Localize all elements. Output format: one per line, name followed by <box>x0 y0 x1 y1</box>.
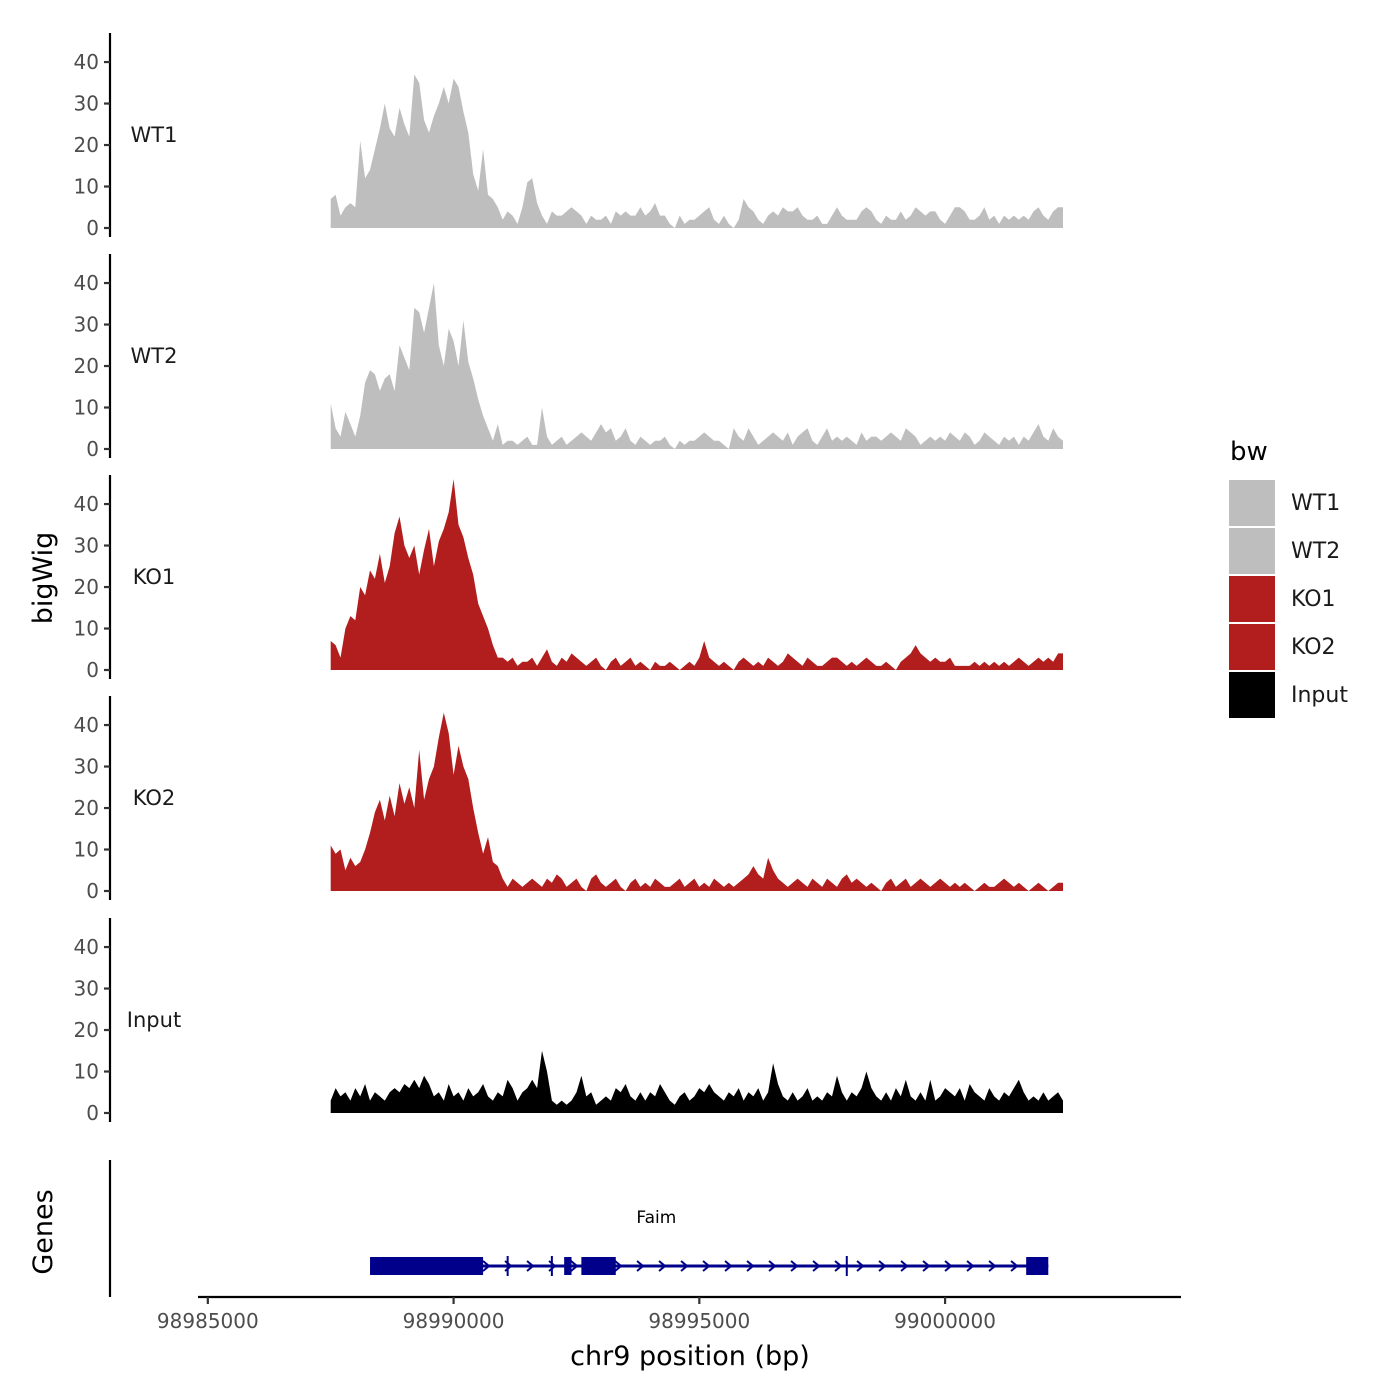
legend-swatch-wt1 <box>1229 480 1275 526</box>
y-axis-title: bigWig <box>28 532 59 625</box>
track-wt2: 0 10 20 30 40 WT2 <box>74 254 1063 461</box>
y-tick-label: 10 <box>74 396 99 420</box>
legend-swatch-wt2 <box>1229 528 1275 574</box>
track-ko1: 0 10 20 30 40 KO1 <box>74 475 1063 682</box>
legend-swatch-ko2 <box>1229 624 1275 670</box>
y-tick-label: 20 <box>74 354 99 378</box>
y-tick-label: 40 <box>74 271 99 295</box>
x-tick-label: 99000000 <box>894 1309 996 1333</box>
gene-faim: Faim <box>370 1208 1049 1276</box>
y-tick-label: 0 <box>86 437 99 461</box>
legend-label-wt2: WT2 <box>1291 539 1340 564</box>
legend-label-input: Input <box>1291 683 1348 708</box>
y-tick-label: 20 <box>74 133 99 157</box>
y-tick-label: 30 <box>74 755 99 779</box>
track-input: 0 10 20 30 40 Input <box>74 918 1063 1125</box>
strand-chevron <box>614 1260 623 1272</box>
strand-chevron <box>834 1260 843 1272</box>
coverage-area-wt1 <box>330 74 1063 228</box>
legend-swatch-ko1 <box>1229 576 1275 622</box>
strand-chevron <box>856 1260 865 1272</box>
track-label: Input <box>127 1008 181 1032</box>
genes-track: Faim <box>108 1160 1049 1297</box>
coverage-area-ko1 <box>330 479 1063 670</box>
legend-label-ko2: KO2 <box>1291 635 1336 660</box>
strand-chevron <box>746 1260 755 1272</box>
x-tick-label: 98985000 <box>157 1309 259 1333</box>
bigwig-tracks: 0 10 20 30 40 WT1 0 10 20 30 40 WT2 0 10 20 30 40 KO1 0 10 2… <box>74 33 1063 1125</box>
strand-chevron <box>790 1260 799 1272</box>
y-tick-label: 10 <box>74 1060 99 1084</box>
legend-label-wt1: WT1 <box>1291 491 1340 516</box>
y-tick-label: 10 <box>74 617 99 641</box>
legend-title: bw <box>1230 437 1268 467</box>
coverage-area-ko2 <box>330 712 1063 891</box>
strand-chevron <box>636 1260 645 1272</box>
track-label: KO1 <box>133 565 176 589</box>
strand-chevron <box>922 1260 931 1272</box>
legend-label-ko1: KO1 <box>1291 587 1336 612</box>
y-tick-label: 0 <box>86 658 99 682</box>
gene-exon <box>581 1257 616 1275</box>
strand-chevron <box>658 1260 667 1272</box>
y-tick-label: 30 <box>74 92 99 116</box>
x-tick-label: 98990000 <box>403 1309 505 1333</box>
y-tick-label: 30 <box>74 313 99 337</box>
y-tick-label: 0 <box>86 879 99 903</box>
y-tick-label: 40 <box>74 492 99 516</box>
y-tick-label: 0 <box>86 1101 99 1125</box>
coverage-area-input <box>330 1050 1063 1113</box>
y-tick-label: 30 <box>74 534 99 558</box>
strand-chevron <box>482 1260 491 1272</box>
y-tick-label: 20 <box>74 1018 99 1042</box>
track-label: KO2 <box>133 786 176 810</box>
y-tick-label: 0 <box>86 216 99 240</box>
y-tick-label: 30 <box>74 977 99 1001</box>
track-label: WT2 <box>131 344 178 368</box>
strand-chevron <box>768 1260 777 1272</box>
strand-chevron <box>878 1260 887 1272</box>
x-tick-label: 98995000 <box>648 1309 750 1333</box>
strand-chevron <box>724 1260 733 1272</box>
y-tick-label: 40 <box>74 50 99 74</box>
strand-chevron <box>944 1260 953 1272</box>
y-tick-label: 40 <box>74 935 99 959</box>
strand-chevron <box>966 1260 975 1272</box>
strand-chevron <box>702 1260 711 1272</box>
y-tick-label: 10 <box>74 838 99 862</box>
track-ko2: 0 10 20 30 40 KO2 <box>74 696 1063 903</box>
x-axis-title: chr9 position (bp) <box>570 1341 810 1372</box>
strand-chevron <box>988 1260 997 1272</box>
track-label: WT1 <box>131 123 178 147</box>
gene-exon <box>370 1257 484 1275</box>
coverage-area-wt2 <box>330 283 1063 449</box>
strand-chevron <box>900 1260 909 1272</box>
strand-chevron <box>1010 1260 1019 1272</box>
legend-swatch-input <box>1229 672 1275 718</box>
strand-chevron <box>680 1260 689 1272</box>
strand-chevron <box>526 1260 535 1272</box>
legend: bw WT1 WT2 KO1 KO2 Input <box>1229 437 1348 718</box>
track-wt1: 0 10 20 30 40 WT1 <box>74 33 1063 240</box>
gene-exon <box>564 1257 572 1275</box>
y-tick-label: 40 <box>74 713 99 737</box>
gene-exon <box>1026 1257 1049 1275</box>
x-axis: 98985000 98990000 98995000 99000000 <box>157 1295 1181 1333</box>
strand-chevron <box>812 1260 821 1272</box>
y-tick-label: 10 <box>74 175 99 199</box>
strand-chevron <box>570 1260 579 1272</box>
genes-axis-title: Genes <box>28 1189 59 1274</box>
y-tick-label: 20 <box>74 796 99 820</box>
y-tick-label: 20 <box>74 575 99 599</box>
gene-label: Faim <box>636 1208 676 1228</box>
